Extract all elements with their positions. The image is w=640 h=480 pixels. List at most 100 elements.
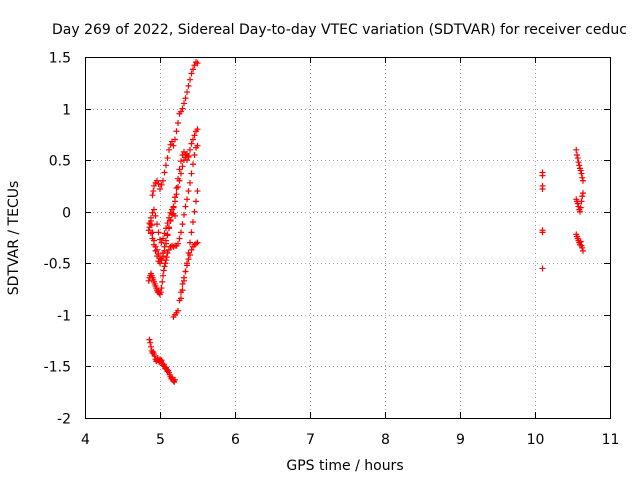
data-point [161,230,168,237]
data-point [187,76,193,83]
data-point [173,191,180,198]
data-point [190,66,196,73]
data-point [161,243,168,250]
x-tick-label: 4 [81,432,90,448]
data-point [574,155,581,162]
data-point [147,339,154,346]
data-point [190,136,196,143]
data-point [151,241,157,248]
data-point [190,161,196,168]
data-point [167,209,174,216]
data-point [182,95,189,102]
y-tick-label: 1 [62,103,71,119]
data-point [539,229,546,236]
data-point [578,170,585,177]
data-point [175,183,181,190]
y-tick-label: 0 [62,206,71,222]
data-point [185,249,192,256]
y-tick-labels: -2 -1.5 -1 -0.5 0 0.5 1 1.5 [44,51,71,428]
x-tick-label: 9 [456,432,465,448]
series-arc-6 [146,206,178,246]
data-point [178,170,184,177]
data-point [188,246,195,253]
data-point [577,167,584,174]
data-point [178,295,184,302]
data-point [185,188,192,195]
data-point [573,146,580,153]
data-point [579,193,586,200]
series-arc-2 [145,142,201,298]
data-point [188,170,195,177]
x-tick-label: 11 [602,432,620,448]
data-point [580,190,586,197]
data-point [158,357,165,364]
data-point [166,214,172,221]
data-point [179,105,186,112]
data-point [575,159,582,166]
data-point [194,239,201,246]
data-point [188,229,195,236]
series-arc-1 [146,336,178,385]
data-point [158,285,165,292]
series-arc-7 [170,239,201,320]
data-point [161,263,168,270]
data-point [178,158,184,165]
axis-ticks [85,57,611,419]
x-axis-label: GPS time / hours [286,458,403,474]
data-point [539,186,546,193]
data-point [158,239,165,246]
data-point [160,235,166,242]
data-point [194,142,201,149]
data-point [166,246,172,253]
data-point [149,209,156,216]
data-point [163,225,169,232]
data-point [166,146,172,153]
data-point [145,277,152,284]
data-point [160,267,167,274]
data-point [173,128,180,135]
data-point [154,221,160,228]
x-tick-label: 8 [381,432,390,448]
data-point [191,132,198,139]
x-tick-label: 5 [156,432,165,448]
data-point [170,142,177,149]
data-point [149,235,156,242]
data-point [176,235,183,242]
data-point [191,208,198,215]
data-point [148,230,154,237]
data-point [579,244,586,251]
data-point [145,227,152,234]
data-point [178,108,184,115]
data-point [193,198,199,205]
data-point [158,181,165,188]
data-point [182,154,189,161]
data-point [164,220,171,227]
data-point [157,236,163,243]
data-point [181,211,187,218]
data-point [179,163,186,170]
data-point [184,89,190,96]
x-tick-label: 6 [231,432,240,448]
data-point [149,192,156,199]
data-point [179,280,186,287]
data-point [176,177,183,184]
x-tick-label: 7 [306,432,315,448]
data-point [578,198,585,205]
data-point [580,177,586,184]
x-tick-labels: 4 5 6 7 8 9 10 11 [81,432,619,448]
data-point [184,260,190,267]
data-point [175,120,181,127]
data-point [185,256,192,263]
data-point [176,166,183,173]
data-point [539,172,546,179]
data-point [151,182,157,189]
data-point [151,206,157,213]
y-tick-label: -1 [57,309,71,325]
data-point [187,239,193,246]
data-point [157,289,164,296]
data-point [182,268,189,275]
data-point [172,136,178,143]
data-point [194,60,201,67]
data-point [181,100,187,107]
data-point [188,70,195,77]
